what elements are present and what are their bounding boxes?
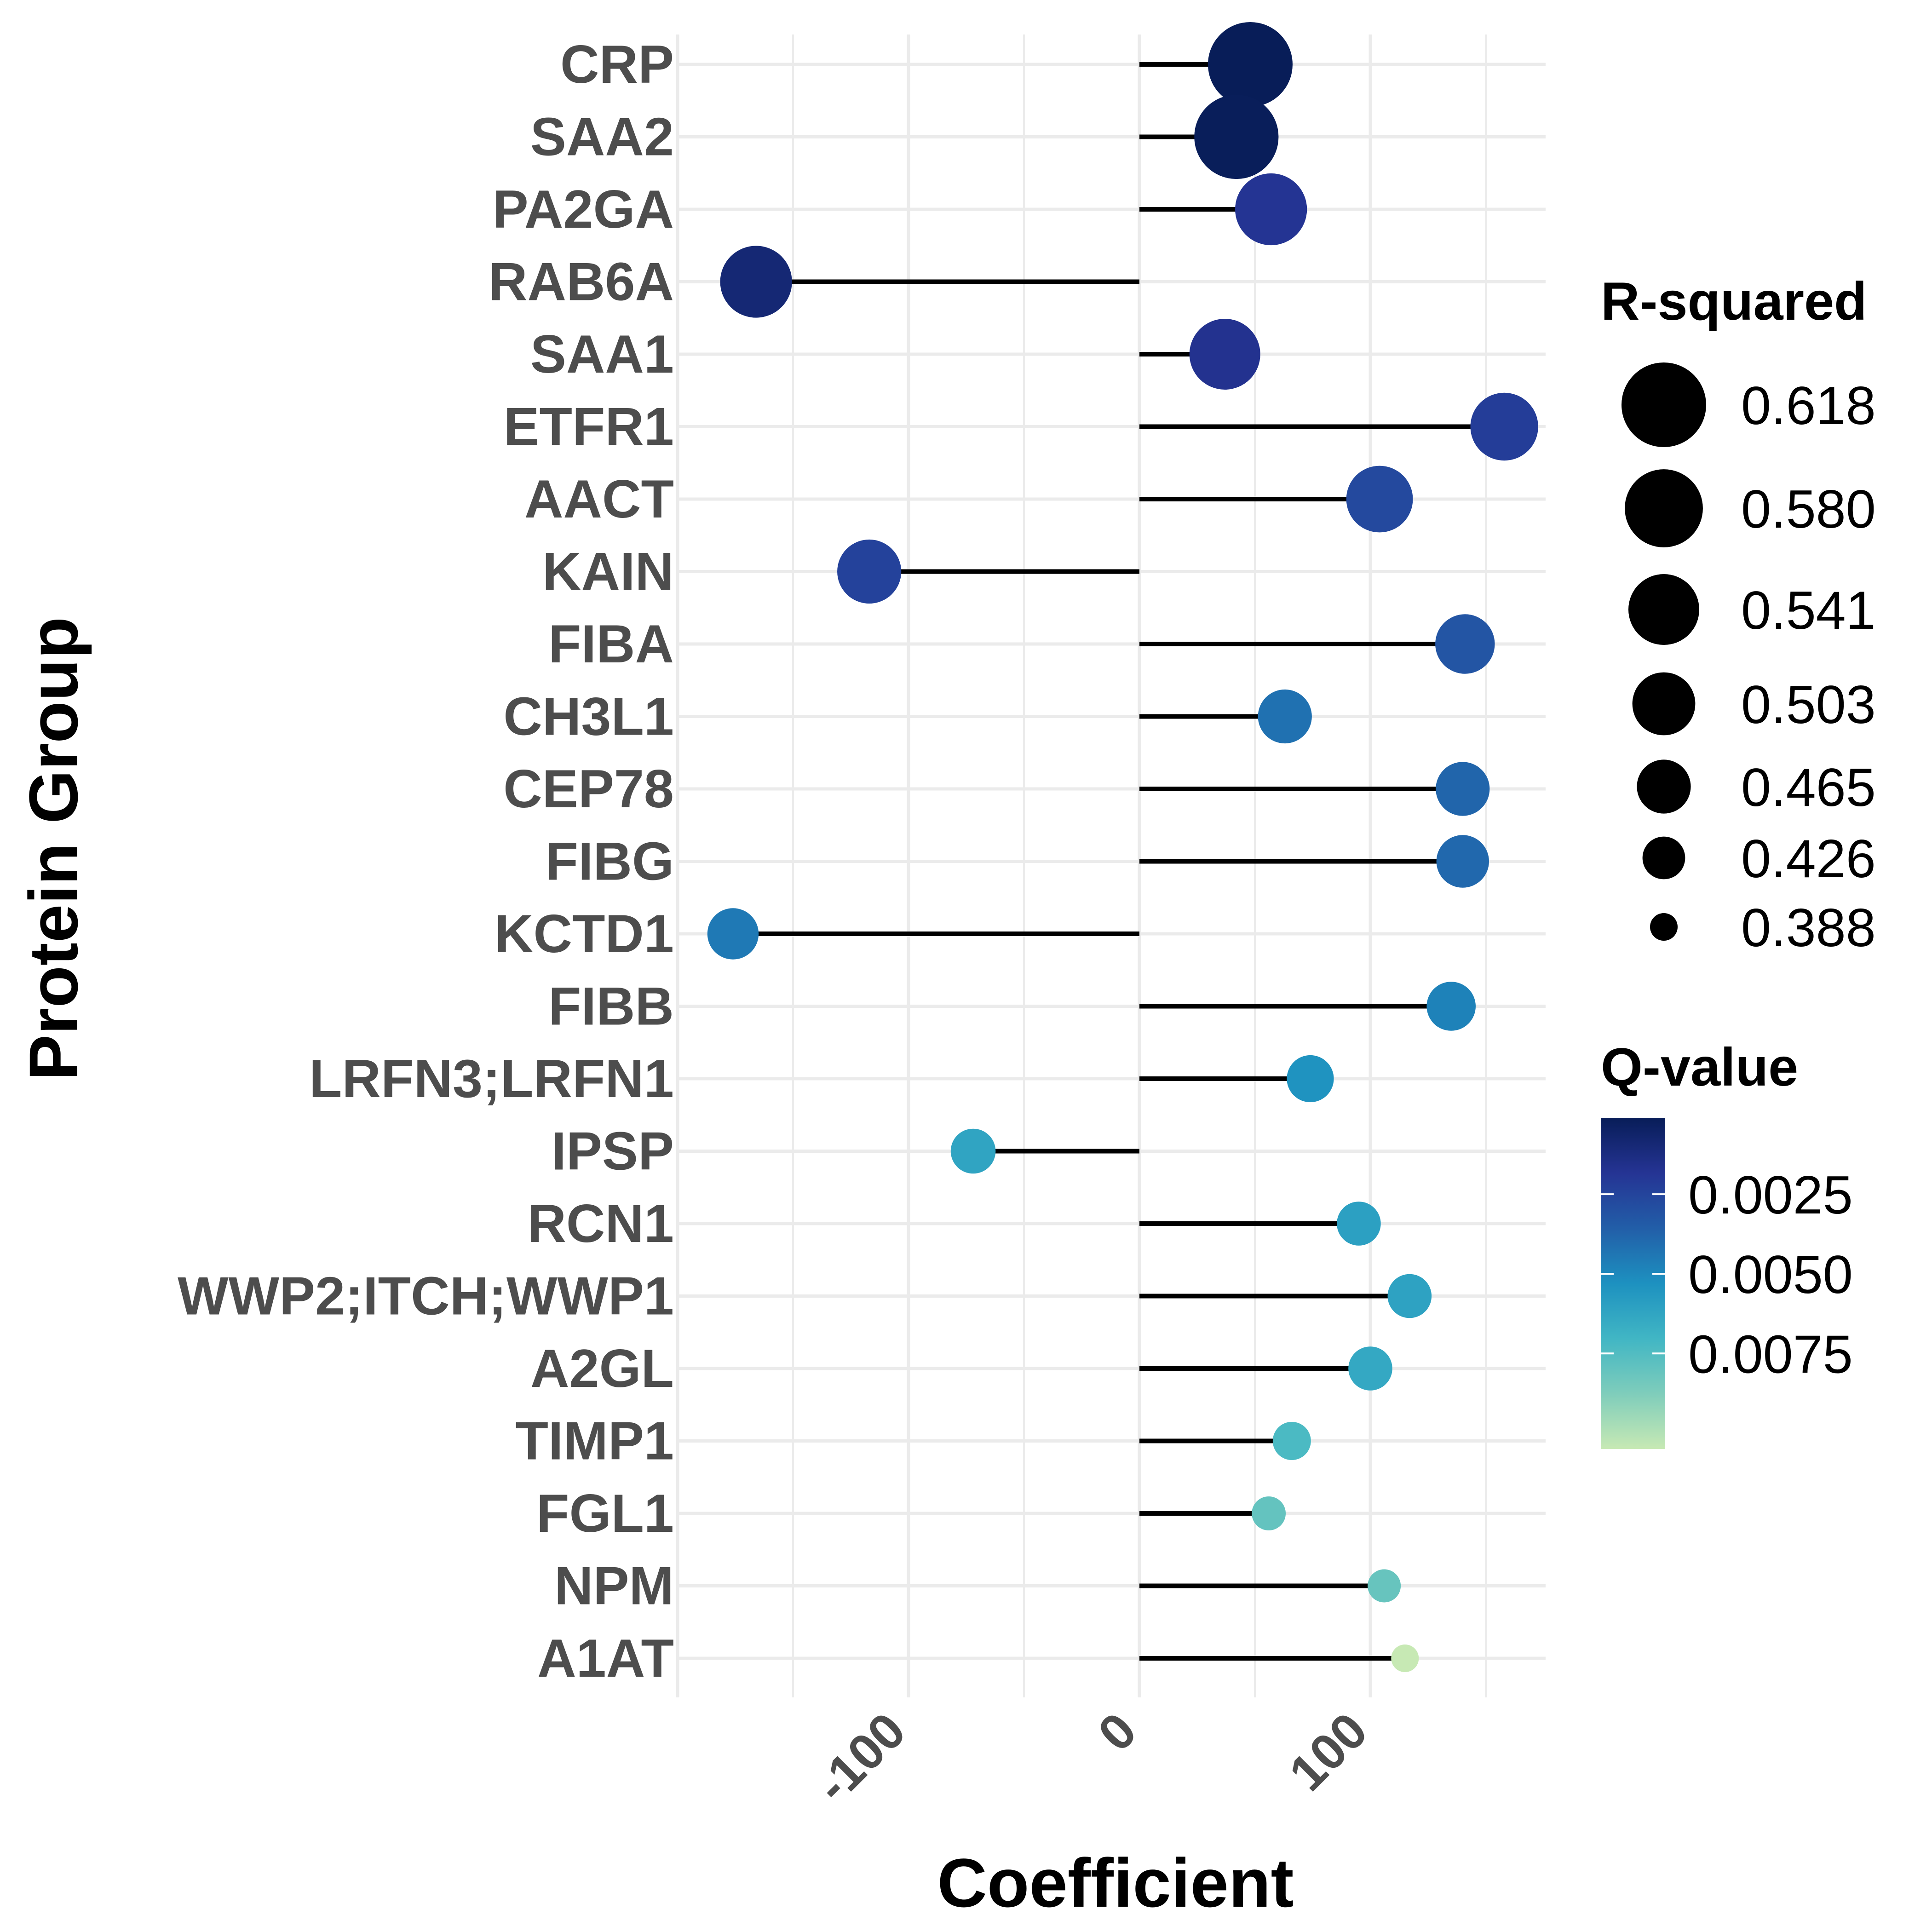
- category-label-rab6a: RAB6A: [489, 252, 674, 312]
- colorbar-label: 0.0050: [1688, 1244, 1853, 1305]
- point-ipsp: [950, 1128, 996, 1174]
- size-legend-label: 0.388: [1741, 897, 1876, 958]
- size-legend-dot: [1622, 362, 1706, 447]
- q-value-colorbar: [1601, 1118, 1665, 1449]
- category-label-ipsp: IPSP: [551, 1121, 674, 1181]
- x-tick-label: -100: [805, 1702, 916, 1814]
- category-label-fiba: FIBA: [548, 614, 674, 674]
- point-pa2ga: [1235, 173, 1307, 246]
- category-label-kctd1: KCTD1: [494, 903, 674, 964]
- point-fgl1: [1252, 1496, 1286, 1530]
- size-legend-label: 0.618: [1741, 375, 1876, 436]
- size-legend-dot: [1632, 672, 1696, 736]
- size-legend-dot: [1625, 469, 1703, 547]
- point-a1at: [1391, 1644, 1419, 1672]
- size-legend-label: 0.541: [1741, 580, 1876, 640]
- size-legend-dot: [1637, 759, 1691, 814]
- point-a2gl: [1348, 1346, 1392, 1391]
- point-saa1: [1189, 319, 1260, 390]
- category-label-a1at: A1AT: [537, 1628, 674, 1688]
- point-crp: [1208, 22, 1293, 107]
- category-label-ch3l1: CH3L1: [503, 686, 674, 747]
- category-label-fibg: FIBG: [546, 831, 674, 891]
- category-label-fgl1: FGL1: [536, 1483, 674, 1543]
- point-lrfn3-lrfn1: [1287, 1055, 1334, 1103]
- point-kain: [837, 539, 902, 604]
- category-label-saa1: SAA1: [530, 324, 674, 384]
- category-label-wwp2-itch-wwp1: WWP2;ITCH;WWP1: [178, 1266, 674, 1326]
- x-tick-label: 100: [1278, 1702, 1378, 1802]
- category-label-npm: NPM: [554, 1556, 674, 1616]
- point-kctd1: [707, 908, 759, 960]
- size-legend-dot: [1642, 836, 1685, 880]
- y-axis-title: Protein Group: [15, 617, 92, 1081]
- y-tick-labels: CRP SAA2 PA2GA RAB6A SAA1 ETFR1 AACT KAIN FIBA CH…: [178, 34, 674, 1688]
- category-label-lrfn3-lrfn1: LRFN3;LRFN1: [309, 1048, 674, 1109]
- point-rcn1: [1337, 1202, 1381, 1246]
- category-label-fibb: FIBB: [548, 976, 674, 1036]
- point-cep78: [1436, 762, 1490, 816]
- category-label-pa2ga: PA2GA: [493, 179, 674, 239]
- size-legend-dot: [1650, 913, 1678, 941]
- point-npm: [1368, 1569, 1401, 1603]
- x-tick-label: 0: [1087, 1702, 1147, 1762]
- category-label-aact: AACT: [524, 469, 674, 529]
- point-etfr1: [1470, 392, 1538, 461]
- points: [707, 22, 1538, 1672]
- point-timp1: [1272, 1422, 1311, 1460]
- point-fiba: [1435, 614, 1495, 674]
- category-label-crp: CRP: [560, 34, 674, 94]
- category-label-cep78: CEP78: [503, 759, 674, 819]
- x-axis-title: Coefficient: [937, 1844, 1294, 1921]
- x-tick-labels: -100 0 100: [805, 1702, 1378, 1814]
- category-label-a2gl: A2GL: [530, 1338, 674, 1398]
- colorbar-label: 0.0075: [1688, 1324, 1853, 1384]
- size-legend-label: 0.465: [1741, 757, 1876, 817]
- r-squared-legend-title: R-squared: [1601, 271, 1867, 331]
- colorbar-label: 0.0025: [1688, 1165, 1853, 1225]
- size-legend-dot: [1628, 574, 1699, 645]
- point-fibb: [1426, 982, 1476, 1031]
- point-fibg: [1436, 835, 1489, 888]
- size-legend-label: 0.580: [1741, 479, 1876, 539]
- size-legend-label: 0.503: [1741, 674, 1876, 735]
- q-value-legend-title: Q-value: [1601, 1037, 1798, 1097]
- point-rab6a: [720, 246, 792, 318]
- category-label-etfr1: ETFR1: [503, 397, 674, 457]
- size-legend-label: 0.426: [1741, 828, 1876, 889]
- category-label-kain: KAIN: [542, 541, 674, 602]
- point-saa2: [1194, 94, 1279, 179]
- point-wwp2-itch-wwp1: [1387, 1274, 1432, 1318]
- point-ch3l1: [1258, 689, 1312, 744]
- r-squared-legend: R-squared 0.618 0.580 0.541 0.503 0.465 0.426…: [1601, 271, 1876, 958]
- category-label-timp1: TIMP1: [515, 1411, 674, 1471]
- category-label-rcn1: RCN1: [527, 1193, 674, 1254]
- point-aact: [1346, 466, 1413, 533]
- category-label-saa2: SAA2: [530, 107, 674, 167]
- q-value-legend: Q-value 0.0025 0.0050 0.0075: [1601, 1037, 1853, 1449]
